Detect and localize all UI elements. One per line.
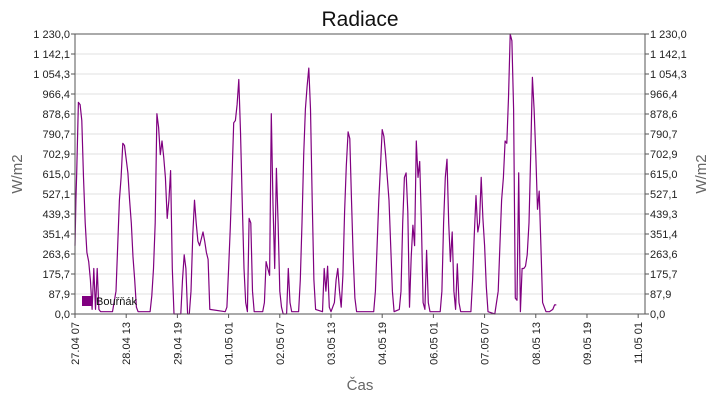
- y-tick-label-right: 527,1: [650, 189, 678, 201]
- x-tick-label: 08.05 13: [531, 322, 543, 365]
- x-tick-label: 11.05 01: [633, 322, 645, 364]
- x-tick-label: 03.05 13: [326, 322, 338, 365]
- x-tick-label: 01.05 01: [224, 322, 236, 365]
- y-tick-label-left: 1 054,3: [33, 69, 70, 81]
- y-tick-label-right: 702,9: [650, 149, 678, 161]
- grid-layer: [75, 53, 645, 295]
- y-tick-label-right: 966,4: [650, 89, 678, 101]
- y-tick-label-left: 0,0: [55, 309, 70, 321]
- y-tick-label-left: 351,4: [42, 229, 70, 241]
- y-tick-label-right: 1 054,3: [650, 69, 687, 81]
- x-tick-label: 09.05 19: [582, 322, 594, 365]
- y-tick-label-left: 615,0: [42, 169, 70, 181]
- y-tick-label-left: 1 230,0: [33, 29, 70, 41]
- y-tick-label-right: 1 142,1: [650, 49, 687, 61]
- x-axis: 27.04 07 28.04 13 29.04 19 01.05 01 02.05 07…: [70, 314, 645, 365]
- y-tick-label-right: 263,6: [650, 249, 678, 261]
- y-tick-label-right: 351,4: [650, 229, 678, 241]
- x-tick-label: 06.05 01: [428, 322, 440, 365]
- y-tick-label-left: 87,9: [49, 289, 70, 301]
- y-tick-label-right: 878,6: [650, 109, 678, 121]
- y-tick-label-right: 439,3: [650, 209, 678, 221]
- y-tick-label-left: 790,7: [42, 129, 70, 141]
- y-tick-label-right: 1 230,0: [650, 29, 687, 41]
- x-tick-label: 29.04 19: [172, 322, 184, 365]
- x-tick-label: 04.05 19: [377, 322, 389, 365]
- y-tick-label-right: 615,0: [650, 169, 678, 181]
- series-line: [74, 33, 557, 315]
- y-axis-title-right: W/m2: [693, 154, 710, 193]
- chart-title: Radiace: [321, 8, 398, 31]
- legend-label: Bouřňák: [96, 296, 137, 308]
- x-tick-label: 07.05 07: [480, 322, 492, 365]
- y-tick-label-left: 1 142,1: [33, 49, 70, 61]
- series-layer: [74, 33, 557, 315]
- y-tick-label-left: 263,6: [42, 249, 70, 261]
- y-tick-label-left: 702,9: [42, 149, 70, 161]
- y-tick-label-right: 0,0: [650, 309, 665, 321]
- y-tick-label-right: 87,9: [650, 289, 671, 301]
- y-axis-title-left: W/m2: [9, 154, 26, 193]
- y-tick-label-left: 175,7: [42, 269, 70, 281]
- legend: Bouřňák: [82, 296, 137, 308]
- y-tick-label-left: 878,6: [42, 109, 70, 121]
- y-tick-label-right: 790,7: [650, 129, 678, 141]
- y-tick-label-left: 439,3: [42, 209, 70, 221]
- x-tick-label: 02.05 07: [275, 322, 287, 365]
- legend-swatch: [82, 296, 92, 306]
- y-axis-left: 0,0 87,9 175,7 263,6 351,4 439,3 527,1 615,0 702…: [33, 29, 75, 321]
- x-tick-label: 27.04 07: [70, 322, 82, 365]
- y-tick-label-left: 527,1: [42, 189, 70, 201]
- x-axis-title: Čas: [347, 377, 374, 394]
- y-axis-right: 0,0 87,9 175,7 263,6 351,4 439,3 527,1 615,0 702…: [645, 29, 687, 321]
- x-tick-label: 28.04 13: [121, 322, 133, 365]
- y-tick-label-left: 966,4: [42, 89, 70, 101]
- y-tick-label-right: 175,7: [650, 269, 678, 281]
